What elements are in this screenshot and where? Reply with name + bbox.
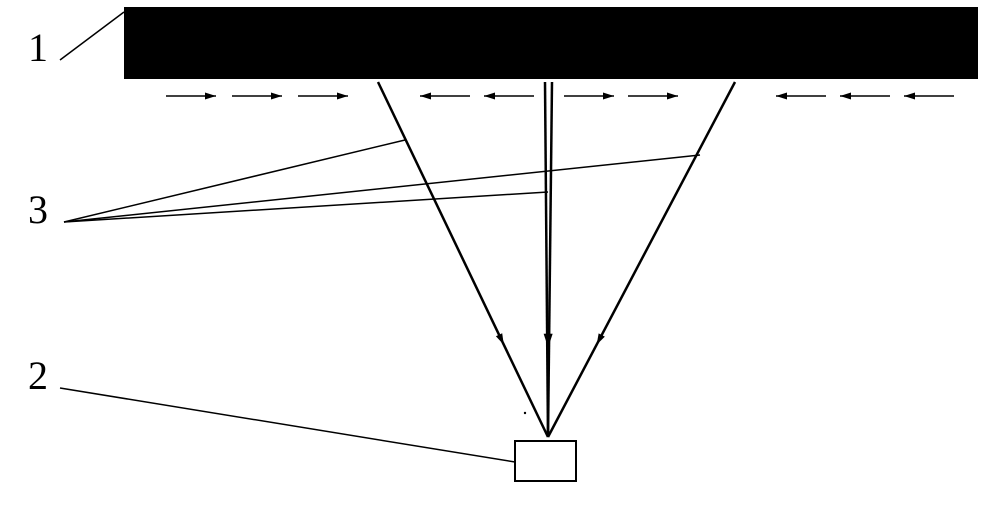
leader-3-2 [64,155,700,222]
h-arrow-head-7 [776,93,787,100]
h-arrow-head-8 [840,93,851,100]
h-arrow-head-1 [271,93,282,100]
leader-1 [60,12,124,60]
detector-box [515,441,576,481]
h-arrow-head-0 [205,93,216,100]
label-3: 3 [28,186,48,233]
top-bar [124,7,978,79]
label-1: 1 [28,24,48,71]
ray-line-0 [378,82,548,437]
label-2: 2 [28,352,48,399]
ray-arrow-head-3 [597,333,605,344]
h-arrow-head-3 [420,93,431,100]
h-arrow-head-2 [337,93,348,100]
ray-line-2 [548,82,552,437]
h-arrow-head-5 [603,93,614,100]
stray-dot [524,412,526,414]
diagram-canvas [0,0,1000,509]
leader-2 [60,388,515,462]
leader-3-0 [64,140,405,222]
ray-line-3 [548,82,735,437]
h-arrow-head-9 [904,93,915,100]
h-arrow-head-6 [667,93,678,100]
ray-arrow-head-0 [496,333,504,344]
h-arrow-head-4 [484,93,495,100]
